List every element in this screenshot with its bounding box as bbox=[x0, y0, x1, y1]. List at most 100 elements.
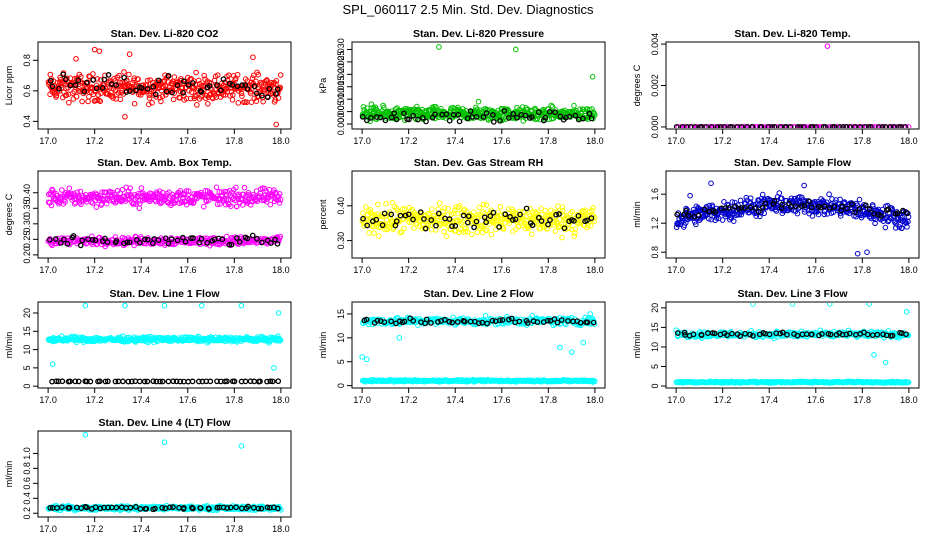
data-point bbox=[454, 319, 461, 325]
data-point bbox=[275, 95, 282, 101]
data-point bbox=[443, 111, 450, 117]
data-point bbox=[169, 89, 175, 96]
outlier-point bbox=[368, 101, 375, 107]
data-point bbox=[264, 94, 271, 101]
data-point bbox=[54, 193, 61, 199]
data-point bbox=[464, 219, 471, 226]
x-tick-label: 17.6 bbox=[493, 395, 511, 405]
data-point bbox=[483, 219, 489, 226]
data-point bbox=[516, 208, 523, 215]
x-axis: 17.0 17.2 17.4 17.6 17.8 18.0 bbox=[39, 388, 290, 405]
data-point bbox=[382, 117, 389, 124]
x-tick-label: 17.0 bbox=[353, 265, 371, 275]
y-tick-label: 0.010 bbox=[336, 88, 346, 111]
data-point bbox=[66, 99, 72, 106]
data-point bbox=[792, 203, 799, 210]
data-point bbox=[214, 201, 221, 208]
y-tick-label: 0.4 bbox=[22, 492, 32, 505]
data-point bbox=[226, 80, 233, 87]
outlier-point bbox=[250, 54, 256, 61]
data-point bbox=[683, 207, 689, 214]
y-axis: 0.300.40 bbox=[336, 197, 352, 249]
data-point bbox=[589, 106, 595, 112]
data-point bbox=[801, 202, 808, 209]
data-point bbox=[254, 235, 260, 242]
data-point bbox=[698, 332, 705, 338]
data-point bbox=[905, 124, 912, 128]
data-point bbox=[153, 378, 160, 385]
data-point bbox=[895, 124, 902, 128]
plot-frame bbox=[37, 170, 292, 259]
data-point bbox=[78, 73, 84, 80]
data-point bbox=[551, 219, 558, 226]
data-point bbox=[190, 200, 196, 206]
data-point bbox=[220, 76, 227, 82]
data-point bbox=[276, 191, 283, 197]
outlier-point bbox=[161, 303, 168, 309]
data-point bbox=[151, 197, 158, 203]
data-point bbox=[275, 197, 282, 203]
x-tick-label: 17.6 bbox=[493, 265, 511, 275]
y-axis-label: kPa bbox=[318, 78, 328, 94]
data-point bbox=[461, 318, 468, 325]
y-tick-label: 10 bbox=[336, 333, 346, 343]
data-point bbox=[81, 88, 88, 95]
plot-frame bbox=[351, 170, 606, 259]
series-2-5-min-overlay bbox=[46, 232, 281, 249]
data-point bbox=[505, 115, 512, 121]
y-axis-label: ml/min bbox=[4, 332, 14, 359]
x-tick-label: 17.2 bbox=[400, 265, 418, 275]
data-point bbox=[125, 378, 132, 385]
data-point bbox=[368, 114, 374, 121]
data-point bbox=[248, 90, 254, 97]
data-point bbox=[236, 239, 243, 245]
figure-main-title: SPL_060117 2.5 Min. Std. Dev. Diagnostic… bbox=[342, 2, 594, 17]
data-point bbox=[506, 220, 512, 227]
data-point bbox=[572, 112, 579, 119]
data-point bbox=[568, 226, 575, 233]
data-point bbox=[165, 240, 172, 247]
data-point bbox=[273, 78, 280, 84]
x-tick-label: 17.6 bbox=[179, 136, 197, 146]
data-point bbox=[900, 207, 906, 214]
outlier-point bbox=[903, 308, 910, 315]
data-point bbox=[882, 124, 889, 128]
data-point bbox=[677, 221, 684, 227]
data-point bbox=[49, 83, 56, 90]
outlier-point bbox=[73, 55, 79, 62]
data-point bbox=[419, 114, 426, 121]
data-point bbox=[244, 235, 251, 242]
data-point bbox=[899, 225, 905, 231]
series-low-band bbox=[673, 378, 912, 386]
data-point bbox=[480, 201, 487, 208]
data-point bbox=[778, 205, 785, 212]
data-point bbox=[428, 226, 435, 233]
y-tick-label: 0.6 bbox=[22, 477, 32, 490]
y-axis-label: degrees C bbox=[4, 193, 14, 235]
data-point bbox=[137, 198, 143, 204]
data-point bbox=[406, 219, 413, 225]
data-point bbox=[242, 82, 249, 88]
data-point bbox=[229, 82, 236, 88]
data-point bbox=[467, 108, 474, 114]
data-point bbox=[750, 332, 756, 339]
data-point bbox=[714, 124, 721, 128]
data-point bbox=[50, 189, 57, 196]
data-point bbox=[471, 224, 477, 231]
outlier-point bbox=[82, 303, 89, 309]
outlier-point bbox=[801, 182, 807, 189]
x-tick-label: 17.6 bbox=[179, 265, 197, 275]
panel-title: Stan. Dev. Amb. Box Temp. bbox=[97, 157, 232, 169]
x-tick-label: 17.2 bbox=[86, 395, 104, 405]
data-point bbox=[428, 206, 435, 212]
outlier-point bbox=[824, 43, 831, 49]
data-point bbox=[201, 235, 208, 241]
data-point bbox=[559, 204, 566, 210]
data-point bbox=[452, 223, 459, 229]
x-tick-label: 17.0 bbox=[39, 265, 57, 275]
data-point bbox=[242, 378, 249, 385]
